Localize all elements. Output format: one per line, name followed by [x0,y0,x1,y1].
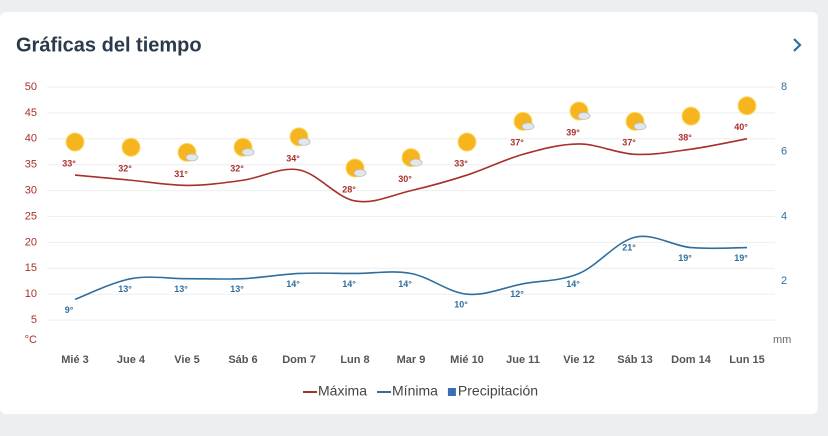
weather-icon-cloud [185,153,199,162]
data-label: 28° [342,184,356,194]
y-tick-label: 20 [25,236,37,248]
series-line [74,235,748,301]
x-tick-label: Lun 8 [340,354,369,366]
weather-icon-sun [457,132,477,152]
data-label: 19° [678,253,692,263]
data-label: 32° [118,164,132,174]
x-tick-label: Sáb 13 [617,354,652,366]
data-label: 14° [566,279,580,289]
weather-icon-cloud [521,122,535,131]
x-tick-label: Mar 9 [397,354,426,366]
x-tick-label: Dom 14 [671,354,712,366]
data-label: 33° [454,158,468,168]
data-label: 13° [230,284,244,294]
x-tick-label: Vie 5 [174,354,200,366]
widget-title: Gráficas del tiempo [16,34,202,56]
data-label: 21° [622,243,636,253]
weather-icon-cloud [241,148,255,157]
weather-icon-sun [737,96,757,116]
data-label: 13° [174,284,188,294]
data-label: 40° [734,122,748,132]
data-label: 14° [286,279,300,289]
y-tick-label: 30 [25,185,37,197]
weather-icon-cloud [353,169,367,177]
y2-tick-label: 2 [781,275,787,287]
weather-icon-cloud [633,122,647,131]
data-label: 31° [174,169,188,179]
weather-icon-sun [121,137,141,157]
y-tick-label: 45 [25,107,37,119]
x-tick-label: Dom 7 [282,354,316,366]
data-label: 13° [118,284,132,294]
x-tick-label: Mié 10 [450,354,484,366]
y-tick-label: 40 [25,133,37,145]
y2-tick-label: mm [773,334,791,346]
legend-swatch [447,388,456,396]
x-tick-label: Mié 3 [61,354,89,366]
data-label: 37° [622,138,636,148]
weather-icon-cloud [577,112,591,120]
legend-label: Precipitación [458,383,538,399]
data-label: 14° [342,279,356,289]
data-label: 12° [510,289,524,299]
weather-icon-cloud [409,158,423,167]
weather-icon-sun [681,106,701,126]
x-tick-label: Jue 4 [117,354,146,366]
y2-tick-label: 4 [781,210,787,222]
y-tick-label: 10 [25,288,37,300]
y-tick-label: °C [25,334,37,346]
weather-icon-sun [65,132,85,152]
x-tick-label: Sáb 6 [228,354,257,366]
next-chevron[interactable] [793,38,802,52]
y-tick-label: 25 [25,210,37,222]
data-label: 19° [734,253,748,263]
data-label: 34° [286,153,300,163]
data-label: 39° [566,127,580,137]
y-tick-label: 35 [25,159,37,171]
data-label: 30° [398,174,412,184]
data-label: 38° [678,133,692,143]
x-tick-label: Vie 12 [563,354,595,366]
plot: °C 5 10 15 20 25 30 35 40 45 50 mm 2 4 6 8 Mié 3 Jue 4 Vie… [25,81,792,399]
data-label: 14° [398,279,412,289]
legend-label: Máxima [318,383,367,399]
data-label: 33° [62,158,76,168]
series-line [74,138,748,203]
y-tick-label: 50 [25,81,37,93]
legend-label: Mínima [392,383,438,399]
y-tick-label: 15 [25,262,37,274]
x-tick-label: Jue 11 [506,354,540,366]
data-label: 9° [65,305,74,315]
y2-tick-label: 8 [781,81,787,93]
y2-tick-label: 6 [781,146,787,158]
weather-icon-cloud [297,137,311,146]
y-tick-label: 5 [31,314,37,326]
data-label: 37° [510,138,524,148]
x-tick-label: Lun 15 [729,354,764,366]
data-label: 32° [230,164,244,174]
data-label: 10° [454,300,468,310]
